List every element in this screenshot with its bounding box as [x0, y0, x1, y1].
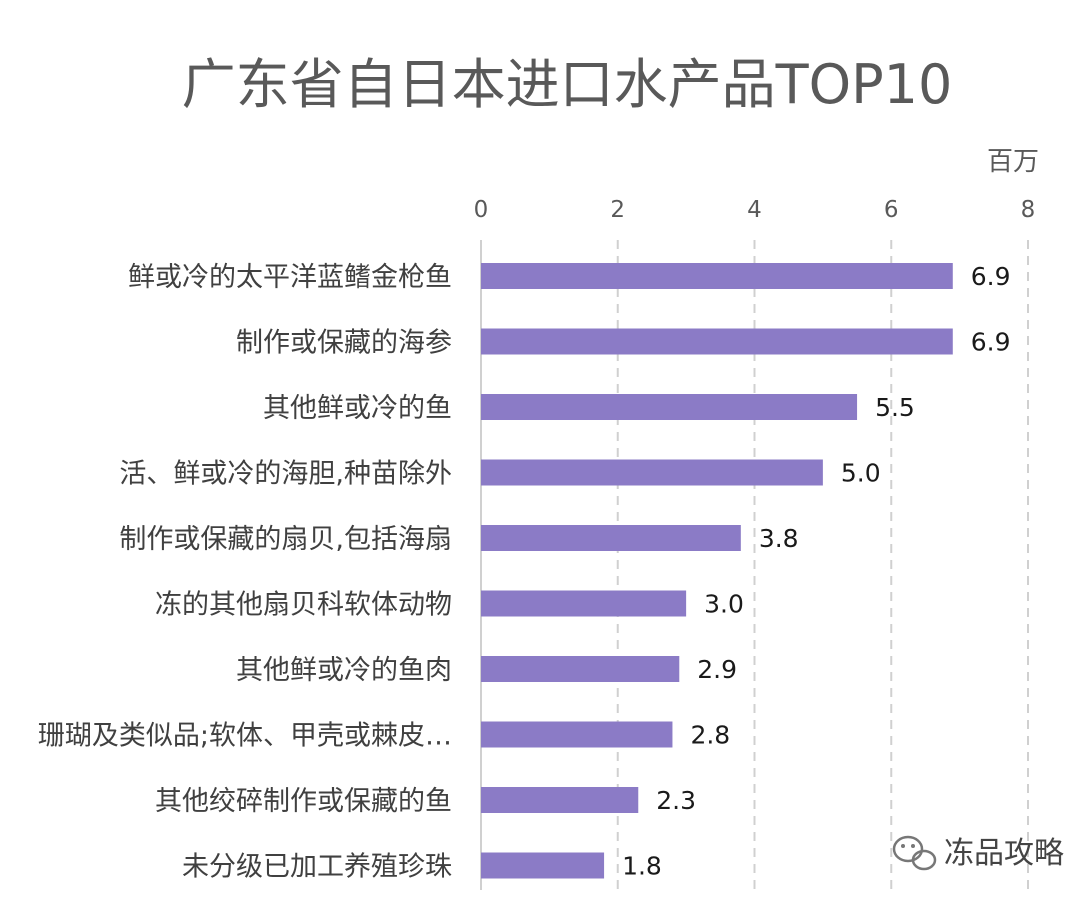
data-label: 6.9 — [971, 328, 1011, 357]
value-labels: 6.9 6.9 5.5 5.0 3.8 3.0 2.9 2.8 2.3 1.8 — [622, 262, 1010, 881]
data-label: 5.0 — [841, 459, 881, 488]
bar — [481, 852, 605, 879]
bar — [481, 721, 673, 748]
category-label: 活、鲜或冷的海胆,种苗除外 — [119, 459, 452, 490]
bar — [481, 394, 858, 420]
bar — [481, 328, 953, 355]
watermark: 冻品攻略 — [892, 835, 1064, 871]
bar — [481, 525, 741, 551]
x-axis-ticks: 0 2 4 6 8 — [474, 197, 1036, 223]
bar — [481, 459, 823, 486]
bar — [481, 787, 639, 813]
category-labels: 鲜或冷的太平洋蓝鳍金枪鱼制作或保藏的海参其他鲜或冷的鱼活、鲜或冷的海胆,种苗除外… — [38, 262, 452, 883]
category-label: 其他鲜或冷的鱼 — [263, 393, 452, 424]
data-label: 3.0 — [704, 590, 744, 619]
data-label: 5.5 — [875, 393, 915, 422]
watermark-text: 冻品攻略 — [944, 836, 1064, 871]
data-label: 2.8 — [690, 721, 730, 750]
x-tick-label: 6 — [884, 197, 899, 223]
bar — [481, 590, 687, 617]
data-label: 3.8 — [759, 524, 799, 553]
bar — [481, 263, 953, 289]
chart-title: 广东省自日本进口水产品TOP10 — [182, 53, 953, 116]
category-label: 鲜或冷的太平洋蓝鳍金枪鱼 — [128, 262, 452, 293]
wechat-icon — [892, 835, 937, 871]
data-label: 2.9 — [697, 655, 737, 684]
data-label: 2.3 — [656, 786, 696, 815]
category-label: 其他绞碎制作或保藏的鱼 — [155, 786, 452, 817]
x-tick-label: 8 — [1021, 197, 1036, 223]
category-label: 冻的其他扇贝科软体动物 — [155, 590, 452, 621]
category-label: 未分级已加工养殖珍珠 — [182, 852, 452, 883]
x-tick-label: 0 — [474, 197, 489, 223]
x-tick-label: 4 — [747, 197, 762, 223]
data-label: 1.8 — [622, 852, 662, 881]
category-label: 制作或保藏的海参 — [236, 328, 452, 359]
bar — [481, 656, 680, 682]
data-label: 6.9 — [971, 262, 1011, 291]
bars — [481, 263, 953, 879]
category-label: 珊瑚及类似品;软体、甲壳或棘皮… — [38, 721, 452, 752]
x-tick-label: 2 — [610, 197, 625, 223]
category-label: 制作或保藏的扇贝,包括海扇 — [119, 524, 452, 555]
category-label: 其他鲜或冷的鱼肉 — [236, 655, 452, 686]
unit-label: 百万 — [987, 147, 1039, 177]
